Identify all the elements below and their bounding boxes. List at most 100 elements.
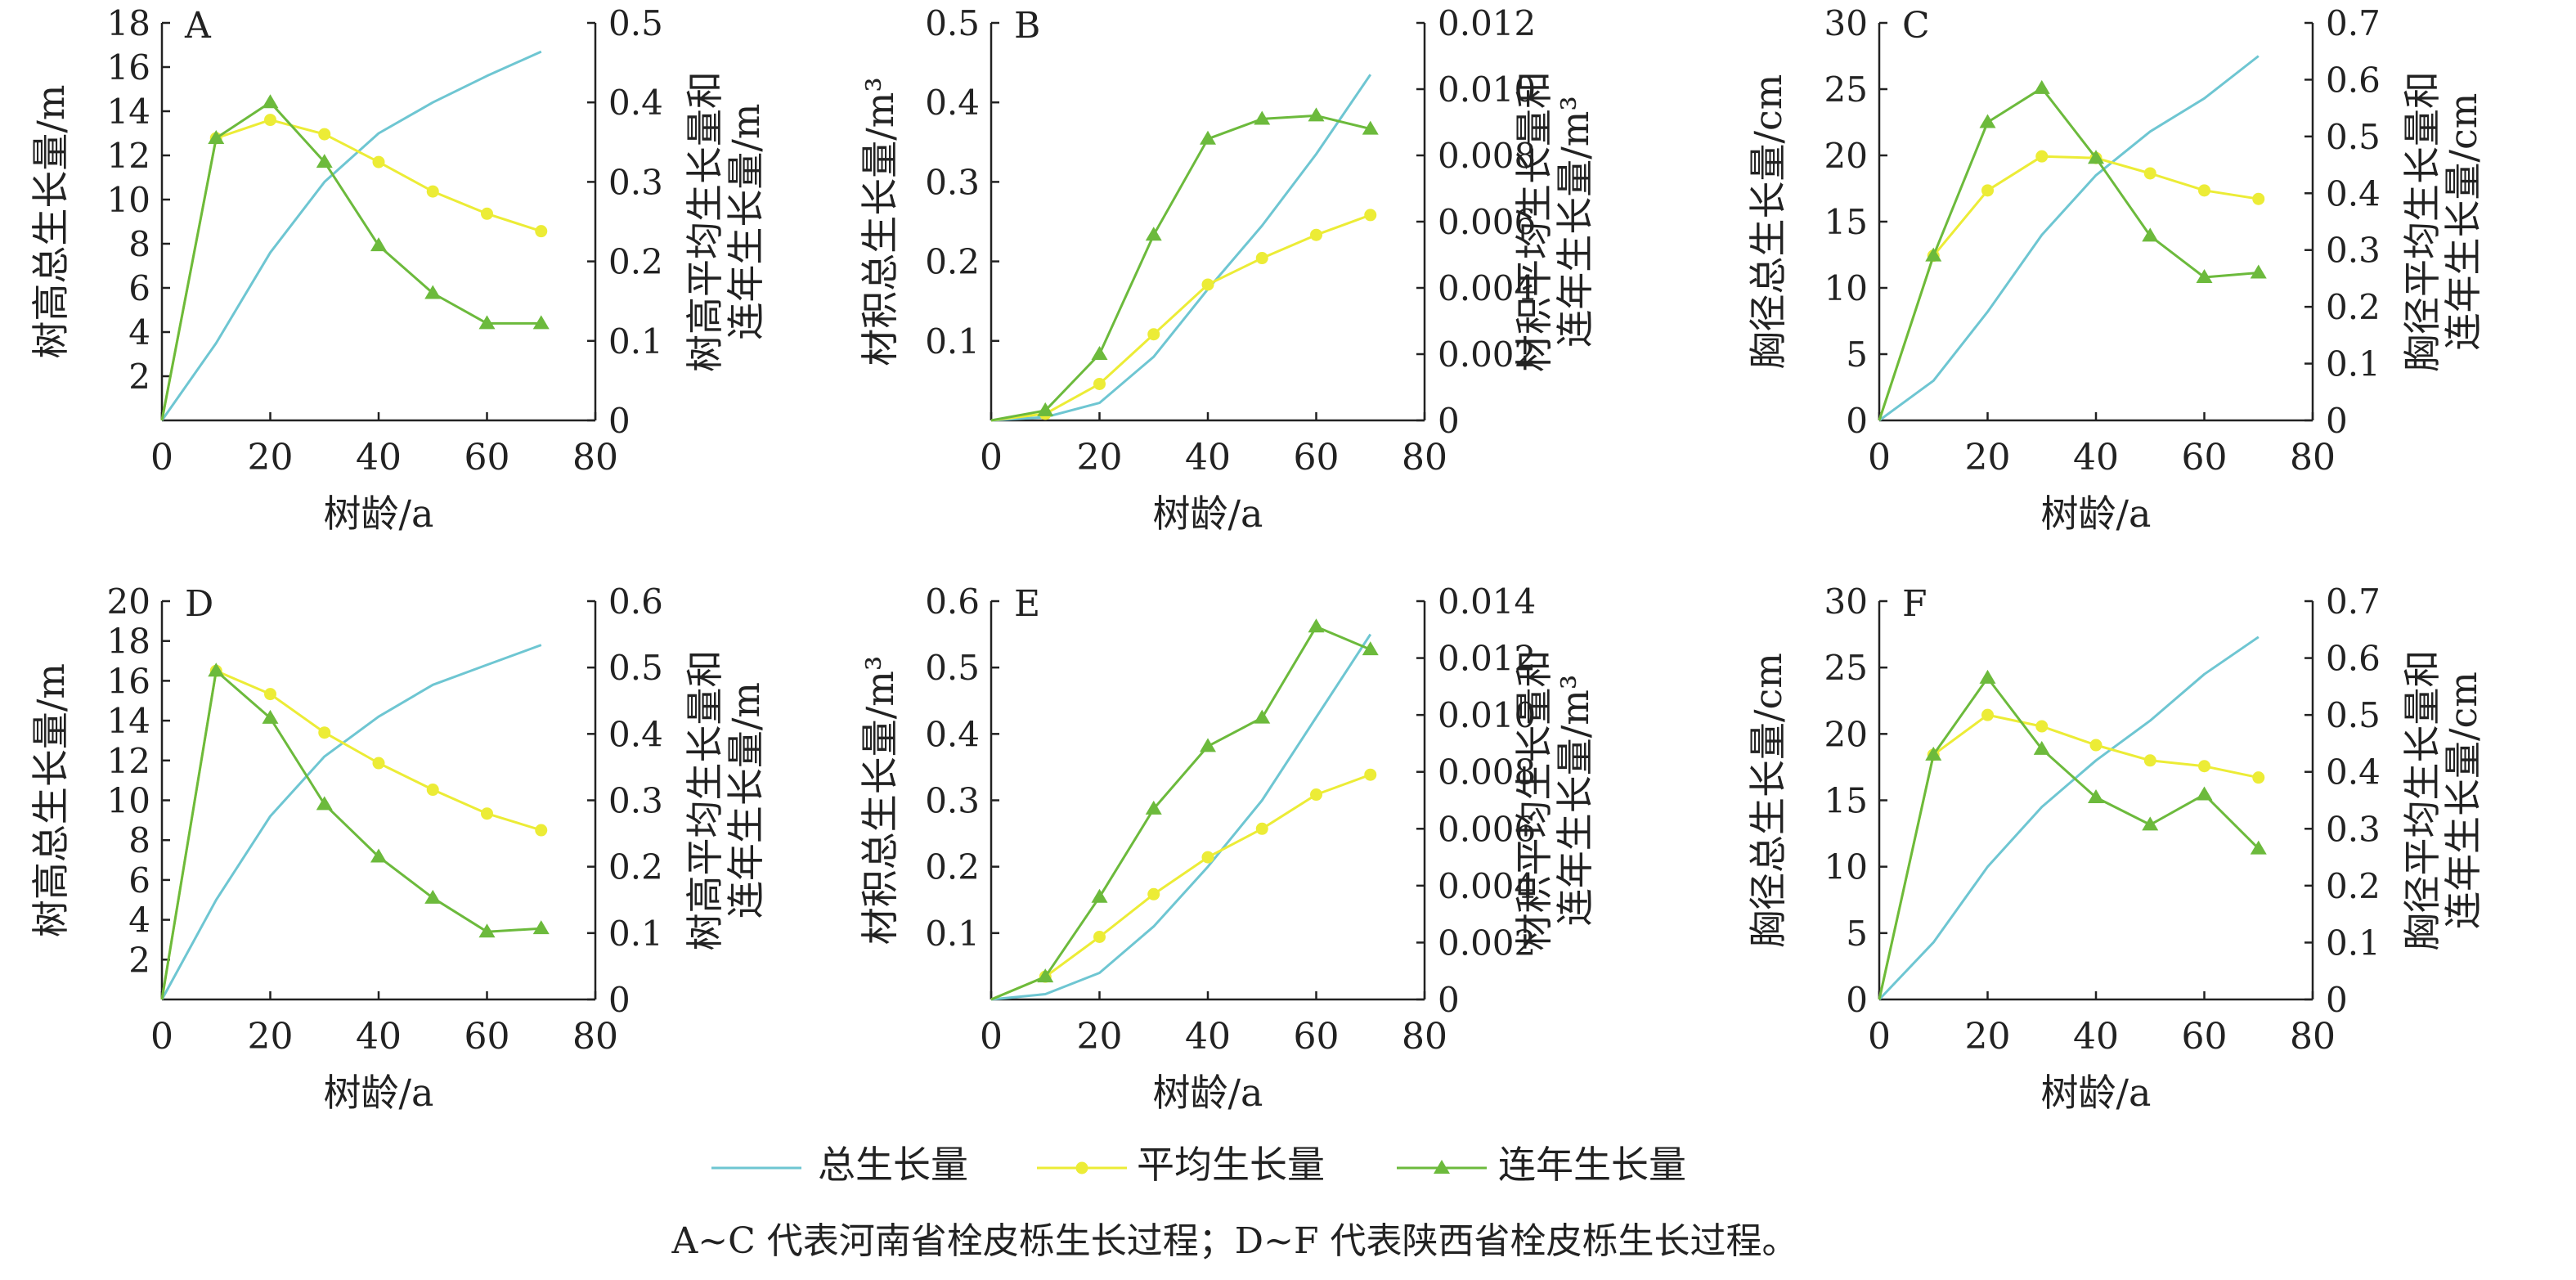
series-annual-point: [208, 662, 225, 677]
right-y-tick-label: 0.5: [608, 648, 663, 688]
series-avg-point: [1201, 278, 1214, 291]
right-y-tick-label: 0.3: [2326, 809, 2381, 849]
right-y-tick-label: 0: [608, 980, 631, 1020]
right-y-tick-label: 0.6: [2326, 60, 2381, 100]
left-y-tick-label: 0.4: [925, 83, 980, 123]
series-annual-point: [1091, 888, 1108, 903]
right-y-tick-label: 0.008: [1438, 136, 1536, 176]
right-y-tick-label: 0.5: [608, 3, 663, 43]
right-y-tick-label: 0.4: [608, 714, 663, 754]
right-y-tick-label: 0.3: [608, 781, 663, 821]
series-annual-point: [1254, 709, 1271, 724]
series-annual-point: [1362, 120, 1379, 135]
right-y-tick-label: 0.5: [2326, 117, 2381, 157]
series-avg-point: [1981, 184, 1994, 197]
left-y-tick-label: 0: [1846, 401, 1868, 441]
series-total-line: [1878, 636, 2260, 1001]
series-avg-point: [2143, 754, 2156, 767]
right-y-tick-label: 0.002: [1438, 335, 1536, 375]
series-annual-point: [1979, 114, 1996, 128]
series-annual-point: [478, 923, 496, 938]
x-tick-label: 60: [1294, 437, 1340, 478]
series-annual-point: [316, 796, 333, 811]
right-y-tick-label: 0.2: [608, 242, 663, 282]
legend-avg-label: 平均生长量: [1137, 1143, 1325, 1187]
left-y-tick-label: 20: [107, 582, 150, 622]
x-tick-label: 0: [150, 437, 173, 478]
right-y-tick-label: 0: [1438, 980, 1460, 1020]
legend: 总生长量 平均生长量 连年生长量: [711, 1143, 1686, 1187]
legend-avg-marker: [1075, 1161, 1088, 1174]
right-y-tick-label: 0.2: [2326, 287, 2381, 327]
right-y-axis-title-line1: 胸径平均生长量和: [2400, 71, 2444, 372]
right-y-axis-title-line1: 胸径平均生长量和: [2400, 650, 2444, 951]
x-tick-label: 40: [356, 437, 402, 478]
series-annual-point: [532, 920, 550, 935]
series-avg-point: [1255, 822, 1268, 835]
series-annual-point: [262, 94, 279, 109]
left-y-tick-label: 10: [107, 781, 150, 821]
series-avg-line: [1878, 713, 2260, 1000]
series-annual-point: [2196, 786, 2213, 801]
left-y-tick-label: 6: [128, 268, 150, 308]
x-tick-label: 20: [1077, 437, 1123, 478]
right-y-tick-label: 0.3: [2326, 231, 2381, 271]
series-annual-line: [1878, 676, 2260, 1000]
left-y-tick-label: 30: [1824, 3, 1868, 43]
series-avg-point: [1201, 851, 1214, 864]
left-y-tick-label: 2: [128, 357, 150, 397]
left-y-tick-label: 20: [1824, 714, 1868, 754]
x-tick-label: 60: [1294, 1016, 1340, 1058]
right-y-tick-label: 0: [1438, 401, 1460, 441]
right-y-tick-label: 0.010: [1438, 70, 1536, 110]
series-avg-point: [1093, 377, 1106, 390]
series-annual-point: [1925, 247, 1942, 262]
series-avg-point: [372, 155, 385, 168]
panel-label: A: [184, 5, 212, 47]
right-y-tick-label: 0.6: [608, 582, 663, 622]
left-y-axis-title: 树高总生长量/m: [29, 84, 73, 358]
x-tick-label: 0: [1868, 1016, 1891, 1058]
series-annual-point: [478, 315, 496, 330]
series-total-line: [160, 644, 542, 1000]
left-y-axis-title: 胸径总生长量/cm: [1746, 74, 1790, 370]
series-avg-point: [1147, 887, 1160, 900]
panel-label: C: [1902, 5, 1930, 47]
series-annual-line: [990, 625, 1371, 1001]
left-y-tick-label: 18: [107, 622, 150, 662]
left-y-axis-title: 胸径总生长量/cm: [1746, 653, 1790, 948]
series-avg-point: [426, 784, 439, 797]
series-annual-point: [2088, 150, 2104, 164]
series-avg-point: [2198, 184, 2210, 197]
chart-panels: 0 20 40 60 802468101214161800.10.20.30.40.5树…: [29, 3, 2485, 1115]
series-avg-point: [1364, 768, 1377, 781]
series-annual-point: [1362, 641, 1379, 656]
right-y-tick-label: 0: [2326, 401, 2348, 441]
series-avg-point: [2035, 720, 2049, 733]
right-y-tick-label: 0.2: [608, 847, 663, 887]
left-y-axis-title: 材积总生长量/m³: [858, 77, 902, 366]
series-annual-point: [532, 315, 550, 330]
left-y-tick-label: 10: [1824, 847, 1868, 887]
x-tick-label: 40: [356, 1016, 402, 1058]
left-y-tick-label: 10: [107, 180, 150, 220]
left-y-tick-label: 0.1: [925, 321, 980, 362]
right-y-axis-title-line1: 树高平均生长量和: [683, 650, 727, 951]
series-avg-point: [2252, 192, 2265, 205]
series-annual-point: [2250, 264, 2267, 279]
left-y-tick-label: 0.3: [925, 162, 980, 202]
series-annual-line: [990, 114, 1371, 422]
x-axis-title: 树龄/a: [324, 1071, 434, 1115]
series-annual-line: [160, 669, 541, 1000]
right-y-tick-label: 0: [2326, 980, 2348, 1020]
x-tick-label: 80: [2290, 437, 2336, 478]
left-y-tick-label: 0.2: [925, 847, 980, 887]
panel-label: F: [1902, 583, 1928, 625]
series-avg-point: [481, 807, 493, 820]
series-avg-point: [2035, 150, 2049, 163]
left-y-tick-label: 6: [128, 860, 150, 900]
x-tick-label: 80: [572, 437, 618, 478]
series-avg-point: [1255, 252, 1268, 265]
right-y-tick-label: 0.4: [2326, 752, 2381, 793]
series-annual-point: [2033, 740, 2050, 755]
